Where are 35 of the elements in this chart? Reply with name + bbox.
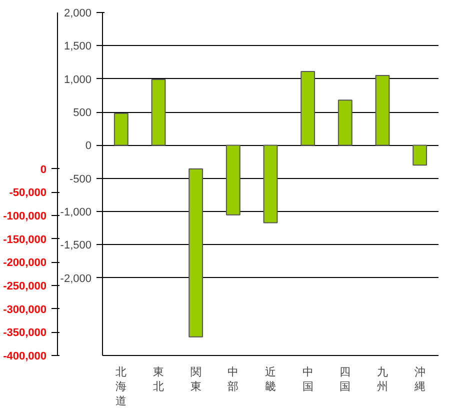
y2-tick-label: -250,000 [3, 280, 47, 292]
bar [338, 100, 352, 146]
bar [300, 71, 316, 146]
x-tick-label: 中国 [302, 366, 314, 393]
bar [412, 144, 428, 166]
y2-tick-label: -400,000 [3, 350, 47, 362]
x-tick-label: 北海道 [116, 366, 127, 408]
y-tick-label: -500 [69, 173, 92, 186]
x-tick-label: 関東 [190, 366, 202, 393]
x-tick-label: 近畿 [265, 366, 276, 393]
y-tick-label: 1,500 [64, 40, 92, 53]
y2-tick-label: -350,000 [3, 327, 47, 340]
y-tick-label: -2,000 [60, 272, 92, 285]
y2-tick-label: -50,000 [9, 187, 47, 200]
y-tick-label: -1,500 [60, 240, 92, 252]
y2-tick-label: -200,000 [3, 257, 47, 270]
x-tick-label: 中部 [228, 366, 239, 393]
y-tick-label: 500 [73, 107, 92, 120]
bar [114, 112, 128, 146]
y-tick-label: 0 [85, 140, 92, 152]
bar [375, 75, 390, 146]
x-tick-label: 沖縄 [413, 366, 426, 393]
bar [151, 79, 166, 146]
y2-tick-label: -150,000 [3, 234, 47, 246]
x-tick-label: 四国 [340, 366, 351, 393]
y-tick-label: -1,000 [60, 206, 92, 219]
y-tick-label: 2,000 [64, 8, 92, 20]
bar [263, 144, 278, 224]
x-tick-label: 九州 [377, 366, 388, 393]
y-tick-label: 1,000 [64, 74, 92, 86]
x-tick-label: 東北 [153, 366, 164, 393]
y2-tick-label: -100,000 [3, 210, 47, 222]
bar [226, 144, 240, 216]
y2-tick-label: -300,000 [3, 304, 47, 316]
y2-tick-label: 0 [40, 164, 47, 176]
